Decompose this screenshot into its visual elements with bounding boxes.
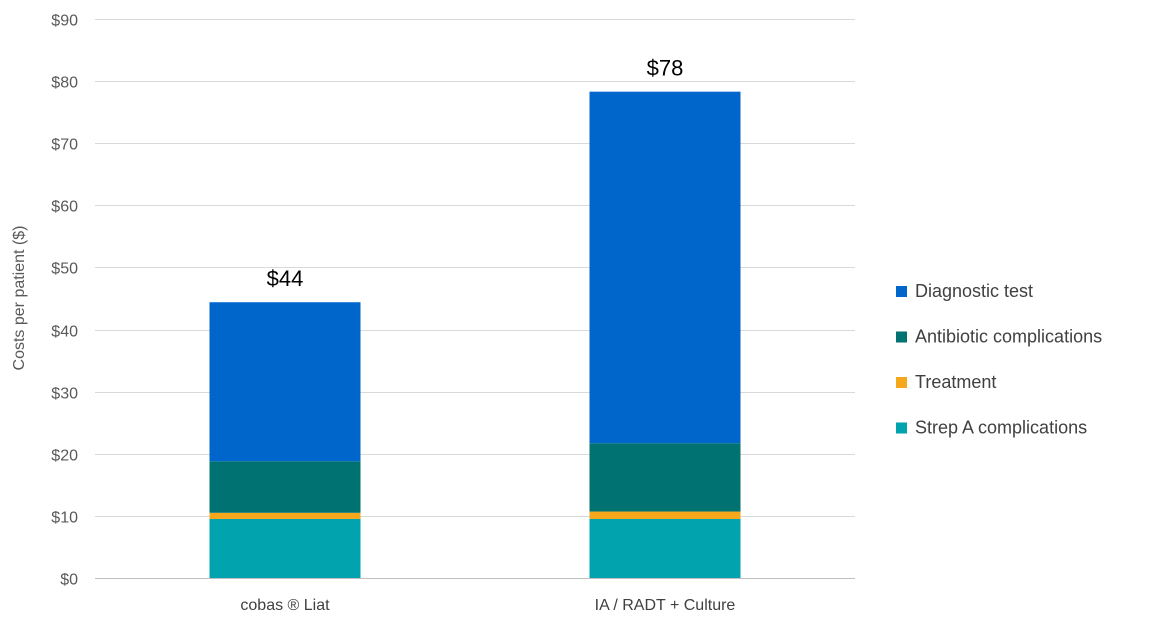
legend-item: Diagnostic test — [896, 281, 1033, 301]
gridlines — [95, 19, 855, 579]
legend-label: Treatment — [915, 372, 996, 392]
y-axis-ticks: $0 $10 $20 $30 $40 $50 $60 $70 $80 $90 — [51, 13, 78, 589]
bars — [209, 91, 741, 578]
bar-segment-antibiotic-complications — [209, 461, 361, 513]
y-tick-label: $50 — [51, 261, 78, 278]
bar-segment-strep-a-complications — [209, 518, 361, 578]
y-axis-label: Costs per patient ($) — [11, 226, 28, 371]
legend-label: Antibiotic complications — [915, 327, 1102, 347]
legend-swatch — [896, 331, 907, 343]
x-axis-categories: cobas ® Liat IA / RADT + Culture — [240, 597, 735, 614]
y-tick-label: $70 — [51, 137, 78, 154]
bar-segment-diagnostic-test — [589, 91, 741, 444]
y-tick-label: $80 — [51, 75, 78, 92]
x-category-label: IA / RADT + Culture — [595, 597, 736, 614]
bar-total-label: $78 — [647, 56, 684, 81]
y-tick-label: $10 — [51, 510, 78, 527]
legend-swatch — [896, 286, 907, 297]
legend-item: Strep A complications — [896, 418, 1087, 438]
bar-total-label: $44 — [267, 266, 304, 291]
legend-swatch — [896, 377, 907, 388]
y-tick-label: $30 — [51, 386, 78, 403]
bar-total-labels: $44 $78 — [267, 56, 684, 292]
bar-segment-strep-a-complications — [589, 518, 741, 578]
legend-label: Strep A complications — [915, 418, 1087, 438]
y-tick-label: $20 — [51, 448, 78, 465]
x-category-label: cobas ® Liat — [240, 597, 330, 614]
bar-segment-antibiotic-complications — [589, 443, 741, 512]
y-tick-label: $60 — [51, 199, 78, 216]
bar-segment-treatment — [589, 511, 741, 519]
y-tick-label: $0 — [60, 572, 78, 589]
bar-segment-treatment — [209, 512, 361, 519]
bar-segment-diagnostic-test — [209, 302, 361, 462]
y-tick-label: $40 — [51, 324, 78, 341]
legend-swatch — [896, 422, 907, 434]
legend-item: Antibiotic complications — [896, 327, 1102, 347]
legend-label: Diagnostic test — [915, 281, 1033, 301]
legend-item: Treatment — [896, 372, 996, 392]
y-tick-label: $90 — [51, 13, 78, 30]
legend: Diagnostic test Antibiotic complications T… — [896, 281, 1102, 438]
